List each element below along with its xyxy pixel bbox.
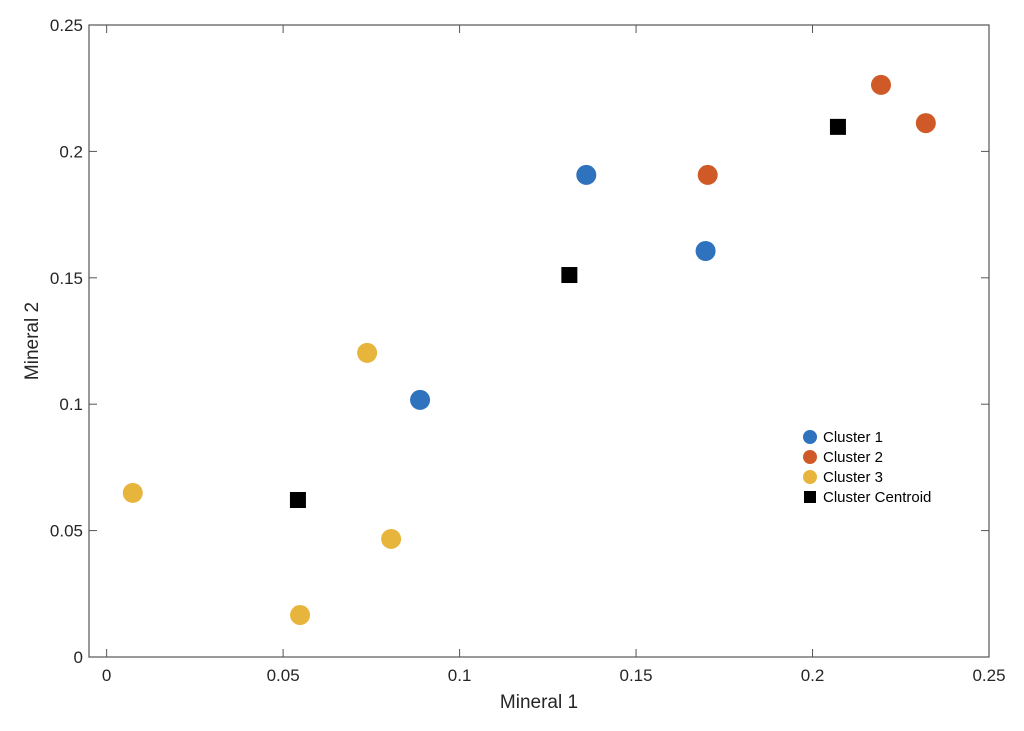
legend-marker-cluster-1 (803, 430, 817, 444)
cluster-3-point (290, 605, 311, 626)
y-axis-label: Mineral 2 (22, 302, 43, 380)
legend-label-cluster-3: Cluster 3 (823, 469, 883, 486)
cluster-1-point (410, 389, 431, 410)
legend-marker-cluster-2 (803, 450, 817, 464)
x-tick-label: 0.1 (448, 666, 472, 685)
y-tick-label: 0 (74, 648, 83, 667)
y-tick-label: 0.05 (50, 522, 83, 541)
legend-label-cluster-centroid: Cluster Centroid (823, 489, 931, 506)
legend-marker-cluster-centroid (804, 491, 816, 503)
cluster-1-point (695, 241, 716, 262)
x-tick-label: 0.15 (620, 666, 653, 685)
y-tick-label: 0.25 (50, 16, 83, 35)
cluster-2-point (697, 164, 718, 185)
x-tick-label: 0.05 (267, 666, 300, 685)
x-tick-label: 0.2 (801, 666, 825, 685)
y-tick-label: 0.15 (50, 269, 83, 288)
cluster-3-point (357, 342, 378, 363)
cluster-centroid-point (561, 267, 578, 284)
x-axis-label: Mineral 1 (500, 692, 578, 713)
legend-label-cluster-2: Cluster 2 (823, 449, 883, 466)
cluster-3-point (122, 482, 143, 503)
cluster-1-point (576, 164, 597, 185)
cluster-3-point (381, 528, 402, 549)
cluster-centroid-point (289, 492, 306, 509)
x-tick-label: 0.25 (972, 666, 1005, 685)
y-tick-label: 0.1 (59, 395, 83, 414)
axes-box (88, 24, 990, 658)
x-tick-label: 0 (102, 666, 111, 685)
legend-marker-cluster-3 (803, 470, 817, 484)
legend-label-cluster-1: Cluster 1 (823, 429, 883, 446)
legend: Cluster 1 Cluster 2 Cluster 3 Cluster Centr… (803, 429, 931, 506)
cluster-2-point (871, 74, 891, 95)
cluster-centroid-point (829, 118, 846, 135)
cluster-2-point (915, 113, 936, 134)
y-tick-label: 0.2 (59, 142, 83, 161)
